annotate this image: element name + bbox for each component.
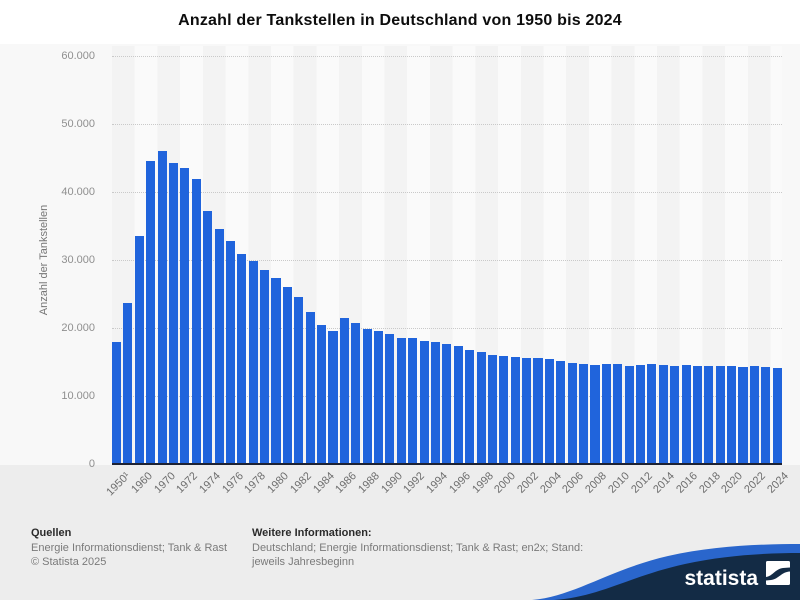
y-tick-label-10.000: 10.000 [61, 390, 95, 402]
bar-1991 [396, 337, 406, 464]
bar-2020 [727, 366, 737, 464]
logo-navy-shape [554, 553, 800, 600]
bar-2009 [601, 364, 611, 464]
bar-1995 [442, 344, 452, 464]
sources-line: Energie Informationsdienst; Tank & Rast [31, 541, 228, 554]
bar-1955 [123, 302, 133, 464]
y-tick-label-40.000: 40.000 [61, 186, 95, 198]
bar-2012 [635, 365, 646, 464]
bar-1996 [453, 346, 463, 464]
bar-2017 [692, 365, 703, 464]
bar-2024 [772, 368, 782, 464]
bar-1987 [351, 323, 361, 464]
bar-1971 [168, 162, 179, 464]
bar-2008 [590, 365, 600, 464]
bar-1994 [430, 341, 441, 464]
bar-2007 [579, 364, 589, 464]
bar-1985 [328, 331, 338, 464]
bar-2003 [533, 358, 543, 464]
bar-1972 [180, 167, 190, 464]
bar-2021 [738, 366, 748, 464]
y-tick-label-20.000: 20.000 [61, 322, 95, 334]
y-axis-title: Anzahl der Tankstellen [38, 204, 50, 316]
copyright: © Statista 2025 [31, 556, 107, 568]
bar-2004 [544, 358, 554, 464]
bar-2010 [613, 364, 623, 464]
sources-heading: Quellen [31, 527, 72, 539]
bar-1974 [203, 211, 213, 464]
bar-2001 [510, 356, 520, 464]
bar-1998 [476, 352, 486, 464]
bar-1975 [214, 228, 224, 464]
bar-1977 [237, 253, 247, 464]
bar-1978 [248, 260, 258, 464]
bar-2002 [522, 357, 532, 464]
bar-1976 [225, 240, 235, 464]
bar-2005 [556, 360, 566, 464]
x-axis-line [112, 463, 782, 465]
y-tick-label-30.000: 30.000 [61, 254, 95, 266]
page-title: Anzahl der Tankstellen in Deutschland vo… [178, 12, 622, 29]
bar-1989 [373, 330, 384, 464]
bar-1965 [146, 160, 156, 464]
more-information-line1: Deutschland; Energie Informationsdienst;… [252, 541, 584, 554]
gridline-50000 [112, 124, 782, 125]
bar-2022 [749, 366, 759, 464]
bar-1981 [282, 286, 292, 464]
bar-2023 [761, 366, 771, 464]
bar-2013 [647, 364, 657, 464]
bars-container [112, 56, 782, 464]
bar-1970 [157, 150, 167, 464]
bar-1986 [339, 318, 349, 464]
bar-1979 [260, 270, 270, 464]
bar-2000 [499, 355, 509, 464]
plot-area [112, 56, 782, 465]
bar-1997 [465, 350, 475, 464]
bar-1990 [385, 334, 395, 464]
y-tick-label-50.000: 50.000 [61, 118, 95, 130]
y-tick-label-0: 0 [88, 458, 95, 470]
bar-2011 [624, 366, 634, 464]
bar-1984 [317, 324, 327, 464]
gridline-60000 [112, 56, 782, 57]
bar-1980 [271, 278, 281, 464]
gridline-20000 [112, 328, 782, 329]
y-tick-label-60.000: 60.000 [61, 50, 95, 62]
more-information-line2: jeweils Jahresbeginn [252, 556, 355, 568]
bar-1960 [134, 236, 144, 464]
statista-logo: statista [532, 544, 800, 600]
bar-1982 [294, 296, 304, 464]
bar-1950¹ [112, 342, 122, 464]
bar-1992 [408, 338, 418, 464]
bar-2015 [670, 366, 680, 464]
gridline-30000 [112, 260, 782, 261]
bar-1993 [419, 340, 429, 464]
bar-1999 [487, 354, 497, 464]
bar-2018 [704, 366, 714, 464]
statista-logo-glyph [766, 561, 790, 585]
more-information-block: Weitere Informationen: Deutschland; Ener… [252, 526, 583, 570]
bar-2019 [715, 366, 725, 464]
gridline-40000 [112, 192, 782, 193]
sources-block: Quellen Energie Informationsdienst; Tank… [31, 526, 227, 570]
bar-1973 [191, 179, 201, 464]
bar-2016 [681, 365, 691, 464]
statista-logo-text: statista [684, 567, 758, 590]
bar-2006 [567, 362, 577, 464]
more-information-heading: Weitere Informationen: [252, 527, 372, 539]
bar-2014 [658, 365, 668, 464]
bar-1988 [362, 328, 372, 464]
bar-1983 [305, 312, 315, 464]
